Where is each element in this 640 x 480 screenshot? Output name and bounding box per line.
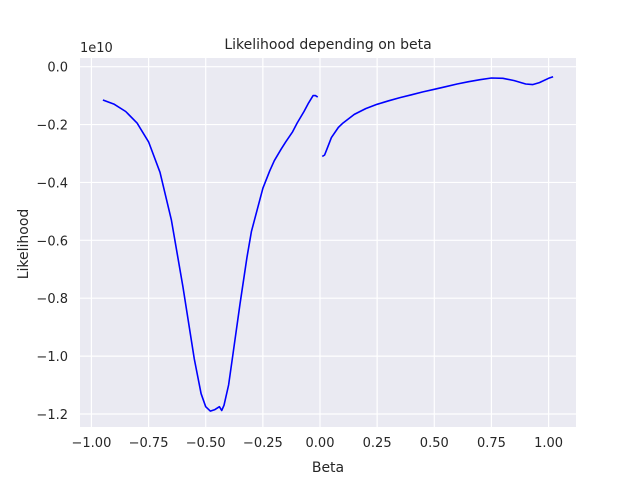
x-tick-label: 1.00 (534, 436, 563, 451)
x-axis-ticks: −1.00 −0.75 −0.50 −0.25 0.00 0.25 0.50 0.75 1.00 (72, 436, 564, 451)
y-tick-label: −0.4 (36, 176, 68, 191)
series-line-negative-beta (102, 94, 319, 412)
x-tick-label: −0.50 (186, 436, 226, 451)
y-tick-label: −1.0 (36, 350, 68, 365)
y-tick-label: −0.2 (36, 119, 68, 134)
x-axis-label: Beta (312, 460, 344, 476)
x-tick-label: 0.25 (363, 436, 392, 451)
series-line-positive-beta (321, 76, 554, 158)
x-tick-label: 0.00 (306, 436, 335, 451)
y-tick-label: −1.2 (36, 408, 68, 423)
x-tick-label: −1.00 (72, 436, 112, 451)
x-tick-label: 0.50 (420, 436, 449, 451)
y-tick-label: 0.0 (47, 61, 68, 76)
y-tick-label: −0.8 (36, 292, 68, 307)
y-axis-offset-label: 1e10 (80, 41, 113, 56)
series-lines (102, 76, 554, 412)
y-axis-label: Likelihood (16, 209, 32, 280)
y-tick-label: −0.6 (36, 234, 68, 249)
x-tick-label: −0.75 (129, 436, 169, 451)
x-tick-label: 0.75 (477, 436, 506, 451)
x-tick-label: −0.25 (243, 436, 283, 451)
chart-title: Likelihood depending on beta (224, 37, 431, 53)
plot-area (80, 58, 576, 427)
y-axis-ticks: 0.0 −0.2 −0.4 −0.6 −0.8 −1.0 −1.2 (36, 61, 68, 423)
